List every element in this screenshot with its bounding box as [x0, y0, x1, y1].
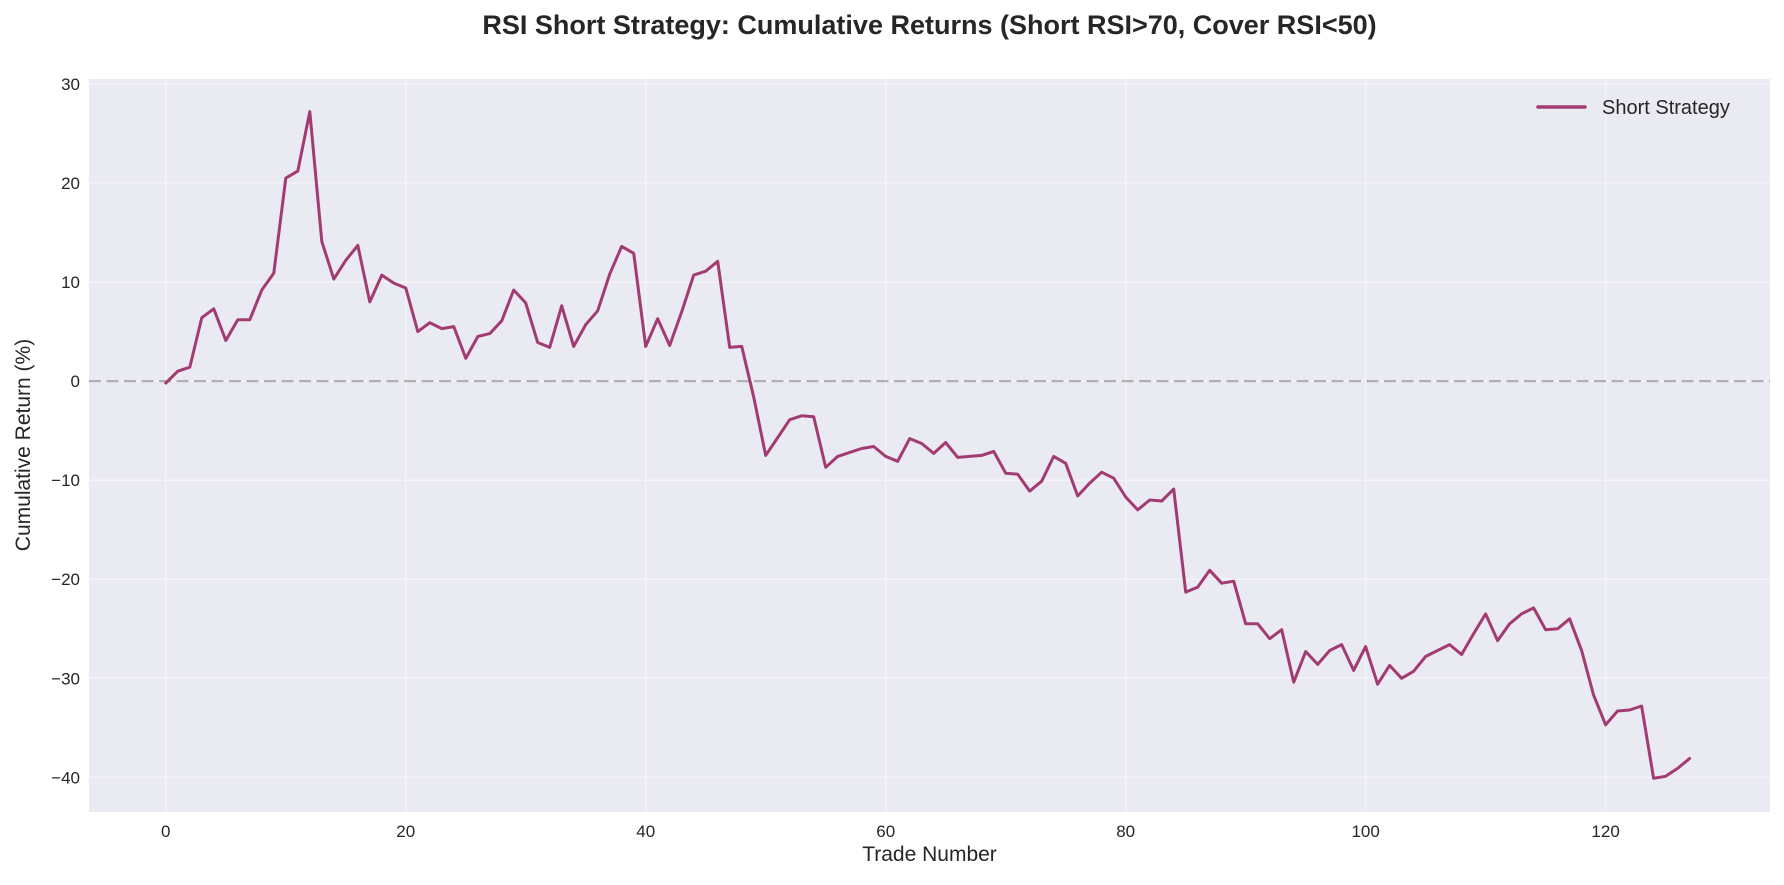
chart-title: RSI Short Strategy: Cumulative Returns (… — [482, 10, 1377, 40]
y-tick-label: −20 — [51, 570, 80, 589]
legend-label: Short Strategy — [1602, 97, 1730, 119]
x-tick-label: 40 — [636, 822, 655, 841]
x-tick-label: 20 — [396, 822, 415, 841]
y-tick-label: 10 — [61, 273, 80, 292]
plot-background — [89, 79, 1770, 812]
series-line-short-strategy — [164, 110, 1692, 780]
y-tick-label: 0 — [71, 372, 80, 391]
x-tick-label: 100 — [1351, 822, 1379, 841]
y-tick-label: −30 — [51, 669, 80, 688]
y-tick-label: −10 — [51, 471, 80, 490]
x-tick-label: 60 — [876, 822, 895, 841]
y-tick-label: 20 — [61, 174, 80, 193]
y-tick-label: 30 — [61, 75, 80, 94]
x-axis-label: Trade Number — [862, 843, 997, 866]
y-axis-label: Cumulative Return (%) — [12, 338, 35, 552]
x-tick-label: 80 — [1116, 822, 1135, 841]
y-tick-label: −40 — [51, 768, 80, 787]
x-tick-label: 0 — [161, 822, 170, 841]
x-tick-label: 120 — [1591, 822, 1619, 841]
